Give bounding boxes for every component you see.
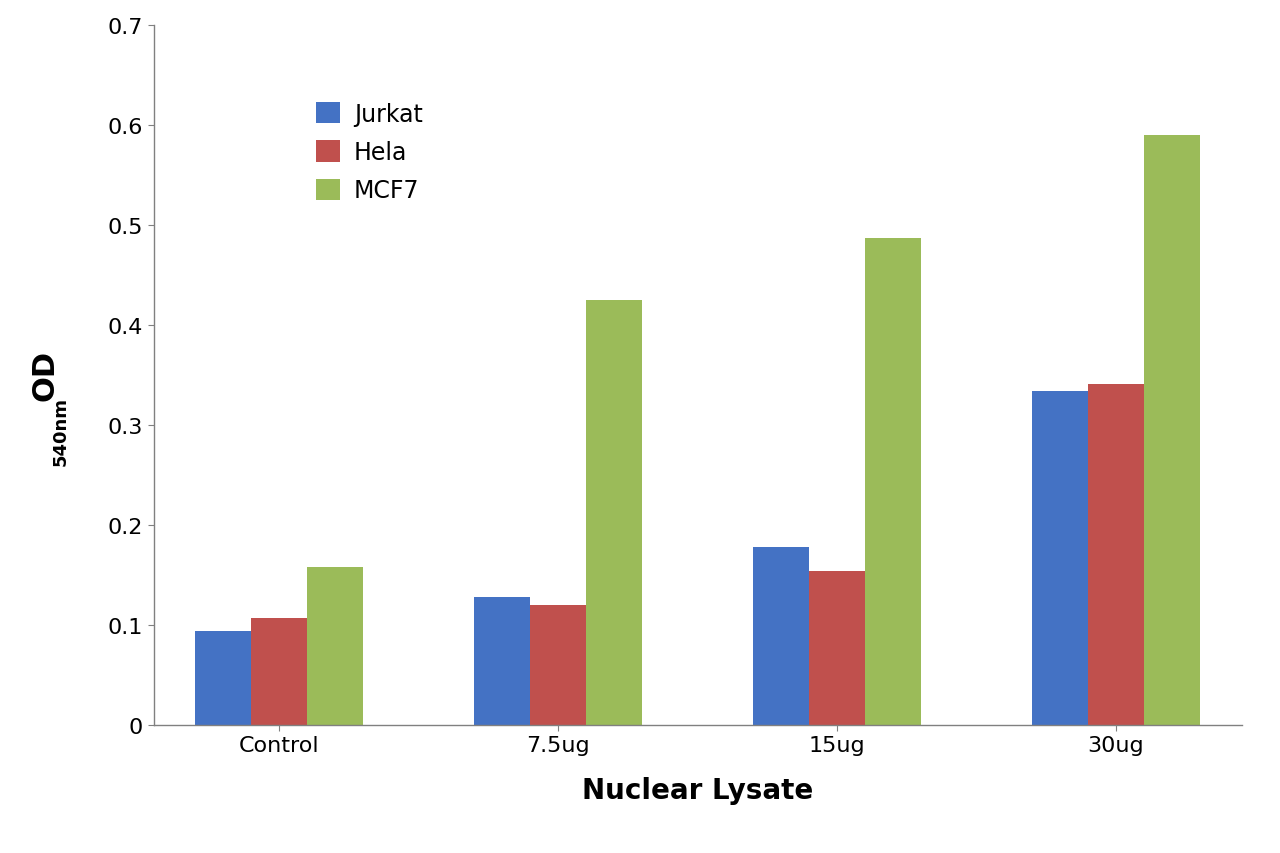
Bar — [809, 572, 865, 725]
Bar — [1033, 392, 1088, 725]
Legend: Jurkat, Hela, MCF7: Jurkat, Hela, MCF7 — [307, 93, 433, 212]
Bar — [865, 239, 920, 725]
Bar — [754, 547, 809, 725]
Bar — [196, 631, 251, 725]
Bar — [530, 605, 586, 725]
Text: 540nm: 540nm — [52, 397, 70, 465]
Bar — [475, 597, 530, 725]
Bar — [1144, 136, 1199, 725]
Text: OD: OD — [31, 350, 59, 401]
Bar — [1088, 385, 1144, 725]
Bar — [586, 300, 641, 725]
Bar — [251, 618, 307, 725]
X-axis label: Nuclear Lysate: Nuclear Lysate — [582, 776, 813, 804]
Bar — [307, 567, 362, 725]
